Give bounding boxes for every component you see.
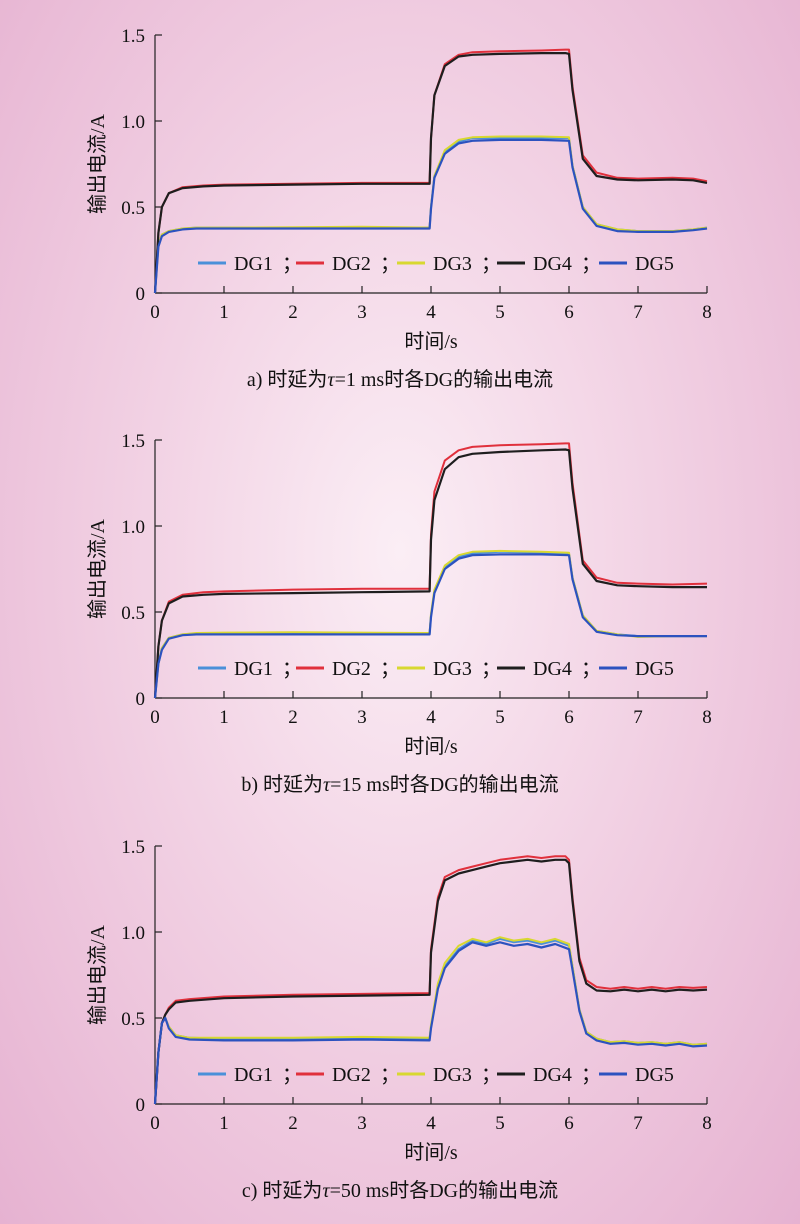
legend-label-dg2: DG2 [332, 253, 371, 275]
caption-pre: b) 时延为 [241, 773, 323, 796]
x-tick-label: 6 [564, 707, 574, 728]
x-tick-label: 8 [702, 707, 712, 728]
y-tick-label: 0 [136, 284, 146, 305]
legend-separator: ； [581, 253, 601, 275]
legend-separator: ； [380, 1064, 400, 1086]
y-tick-label: 0 [136, 1095, 146, 1116]
y-tick-label: 1.0 [121, 112, 145, 133]
legend-label-dg4: DG4 [533, 1064, 572, 1086]
x-tick-label: 8 [702, 1113, 712, 1134]
x-tick-label: 0 [150, 707, 160, 728]
series-line-dg5 [153, 138, 708, 294]
legend-label-dg2: DG2 [332, 1064, 371, 1086]
legend-separator: ； [380, 253, 400, 275]
legend-separator: ； [481, 658, 501, 680]
x-tick-label: 0 [150, 302, 160, 323]
legend-label-dg4: DG4 [533, 658, 572, 680]
legend-label-dg5: DG5 [635, 1064, 674, 1086]
y-axis-title: 输出电流/A [86, 924, 109, 1025]
series-line-dg2 [154, 442, 708, 699]
x-axis-title: 时间/s [404, 735, 458, 758]
legend-label-dg1: DG1 [234, 658, 273, 680]
series-line-dg4 [153, 51, 708, 294]
y-axis-title: 输出电流/A [86, 113, 109, 214]
chart-panel-3: 0 0.5 1.0 1.5 0 1 2 3 4 5 6 7 8 时间/s 输出电流/A DG1 ； DG2 ； DG3… [86, 837, 712, 1202]
x-tick-label: 1 [219, 1113, 229, 1134]
x-tick-label: 1 [219, 707, 229, 728]
x-tick-label: 5 [495, 1113, 505, 1134]
x-tick-label: 5 [495, 707, 505, 728]
x-axis-title: 时间/s [404, 330, 458, 353]
x-tick-label: 3 [357, 302, 367, 323]
series-line-dg4 [153, 448, 707, 699]
legend-label-dg5: DG5 [635, 658, 674, 680]
series-line-dg3 [154, 936, 708, 1105]
legend-separator: ； [581, 1064, 601, 1086]
series-line-dg4 [153, 858, 708, 1105]
x-tick-label: 7 [633, 1113, 643, 1134]
caption-tau: τ [323, 774, 331, 796]
x-tick-label: 6 [564, 302, 574, 323]
legend-separator: ； [581, 658, 601, 680]
x-tick-label: 2 [288, 302, 298, 323]
legend-label-dg3: DG3 [433, 658, 472, 680]
x-tick-label: 2 [288, 1113, 298, 1134]
series-line-dg5 [153, 553, 707, 699]
y-tick-label: 1.5 [121, 837, 145, 858]
x-tick-label: 5 [495, 302, 505, 323]
series-line-dg2 [154, 855, 708, 1105]
y-tick-label: 0.5 [121, 603, 145, 624]
x-tick-label: 3 [357, 707, 367, 728]
chart-panel-2: 0 0.5 1.0 1.5 0 1 2 3 4 5 6 7 8 时间/s 输出电流/A DG1 ； DG2 ； DG3… [86, 431, 712, 796]
legend-label-dg1: DG1 [234, 1064, 273, 1086]
y-tick-label: 1.0 [121, 923, 145, 944]
figure-caption: b) 时延为τ=15 ms时各DG的输出电流 [241, 773, 558, 796]
y-tick-label: 0 [136, 689, 146, 710]
x-tick-label: 7 [633, 302, 643, 323]
y-tick-label: 0.5 [121, 1009, 145, 1030]
legend-label-dg3: DG3 [433, 1064, 472, 1086]
x-tick-label: 4 [426, 707, 436, 728]
legend-label-dg1: DG1 [234, 253, 273, 275]
legend-separator: ； [380, 658, 400, 680]
caption-pre: a) 时延为 [247, 368, 328, 391]
x-tick-label: 0 [150, 1113, 160, 1134]
legend-separator: ； [481, 1064, 501, 1086]
y-axis-title: 输出电流/A [86, 518, 109, 619]
legend-separator: ； [282, 253, 302, 275]
x-tick-label: 4 [426, 1113, 436, 1134]
legend-label-dg3: DG3 [433, 253, 472, 275]
y-tick-label: 0.5 [121, 198, 145, 219]
caption-post: =1 ms时各DG的输出电流 [335, 368, 554, 391]
legend-label-dg2: DG2 [332, 658, 371, 680]
legend-label-dg4: DG4 [533, 253, 572, 275]
caption-tau: τ [322, 1180, 330, 1202]
x-tick-label: 7 [633, 707, 643, 728]
legend-label-dg5: DG5 [635, 253, 674, 275]
x-tick-label: 2 [288, 707, 298, 728]
caption-post: =50 ms时各DG的输出电流 [330, 1179, 559, 1202]
caption-tau: τ [327, 369, 335, 391]
x-tick-label: 1 [219, 302, 229, 323]
y-tick-label: 1.0 [121, 517, 145, 538]
legend-separator: ； [282, 658, 302, 680]
figure-caption: c) 时延为τ=50 ms时各DG的输出电流 [242, 1179, 558, 1202]
x-axis-title: 时间/s [404, 1141, 458, 1164]
figure-caption: a) 时延为τ=1 ms时各DG的输出电流 [247, 368, 553, 391]
x-tick-label: 8 [702, 302, 712, 323]
y-tick-label: 1.5 [121, 431, 145, 452]
legend-separator: ； [282, 1064, 302, 1086]
caption-post: =15 ms时各DG的输出电流 [330, 773, 559, 796]
y-tick-label: 1.5 [121, 26, 145, 47]
chart-panel-1: 0 0.5 1.0 1.5 0 1 2 3 4 5 6 7 8 时间/s 输出电流/A DG1 ； DG2 ； DG3… [86, 26, 712, 391]
caption-pre: c) 时延为 [242, 1179, 323, 1202]
series-line-dg5 [153, 941, 708, 1105]
x-tick-label: 4 [426, 302, 436, 323]
x-tick-label: 3 [357, 1113, 367, 1134]
legend-separator: ； [481, 253, 501, 275]
x-tick-label: 6 [564, 1113, 574, 1134]
